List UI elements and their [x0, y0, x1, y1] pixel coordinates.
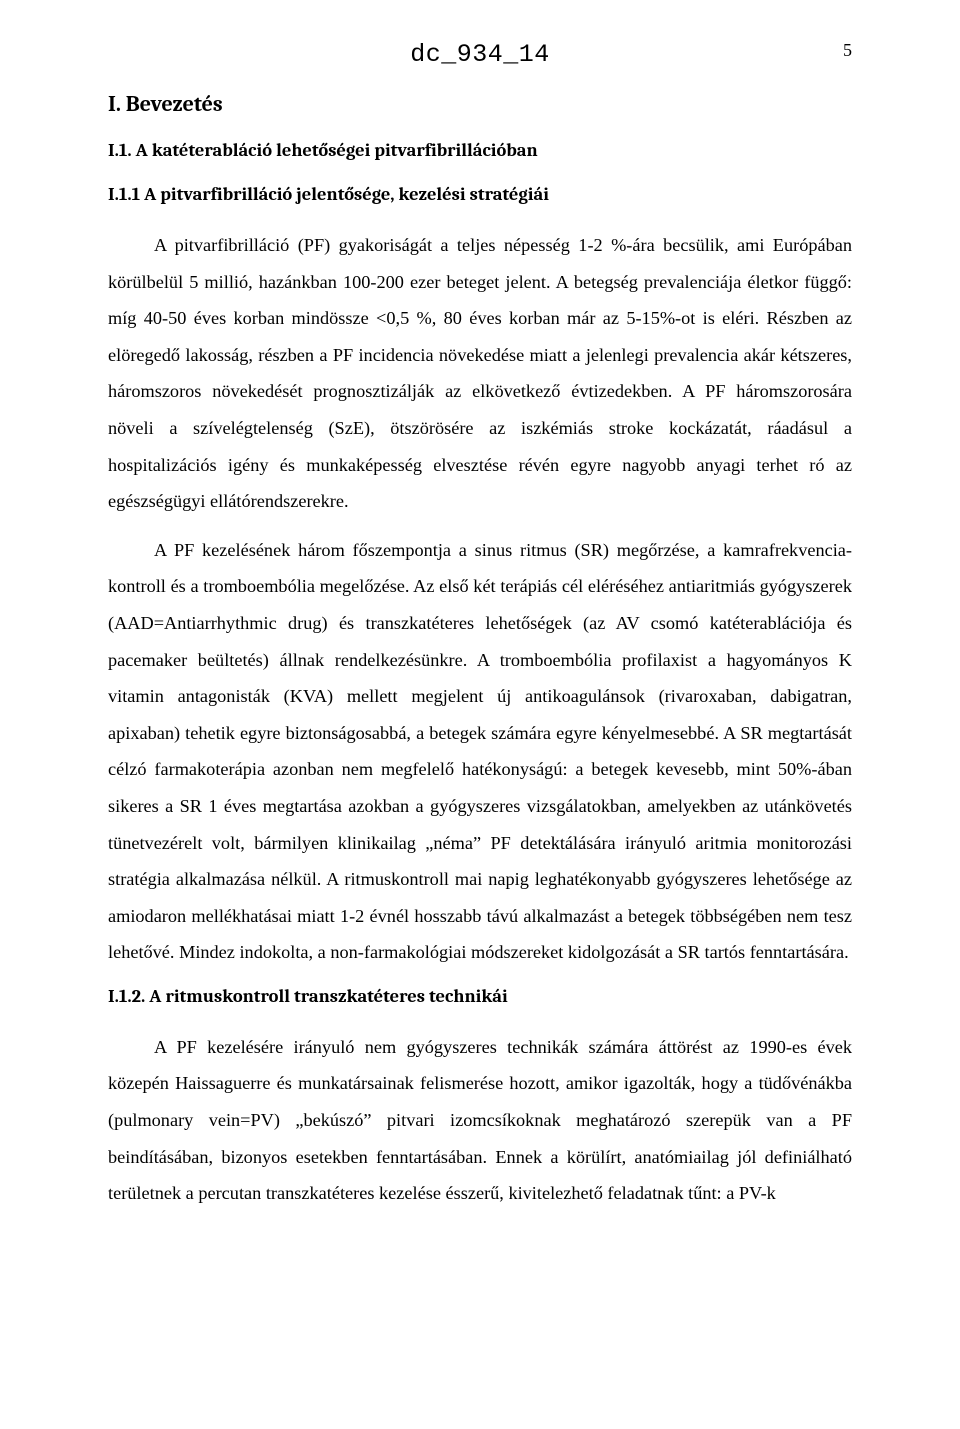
section-1-1-1-heading: I.1.1 A pitvarfibrilláció jelentősége, k…: [108, 183, 852, 205]
document-page: dc_934_14 5 I. Bevezetés I.1. A katétera…: [0, 0, 960, 1429]
section-1-1-2-heading: I.1.2. A ritmuskontroll transzkatéteres …: [108, 985, 852, 1007]
body-paragraph: A PF kezelésére irányuló nem gyógyszeres…: [108, 1029, 852, 1212]
body-paragraph: A PF kezelésének három főszempontja a si…: [108, 532, 852, 971]
body-paragraph: A pitvarfibrilláció (PF) gyakoriságát a …: [108, 227, 852, 520]
section-1-heading: I. Bevezetés: [108, 91, 852, 117]
section-1-1-heading: I.1. A katéterabláció lehetőségei pitvar…: [108, 139, 852, 161]
page-number: 5: [843, 40, 852, 61]
doc-code-header: dc_934_14: [108, 40, 852, 69]
